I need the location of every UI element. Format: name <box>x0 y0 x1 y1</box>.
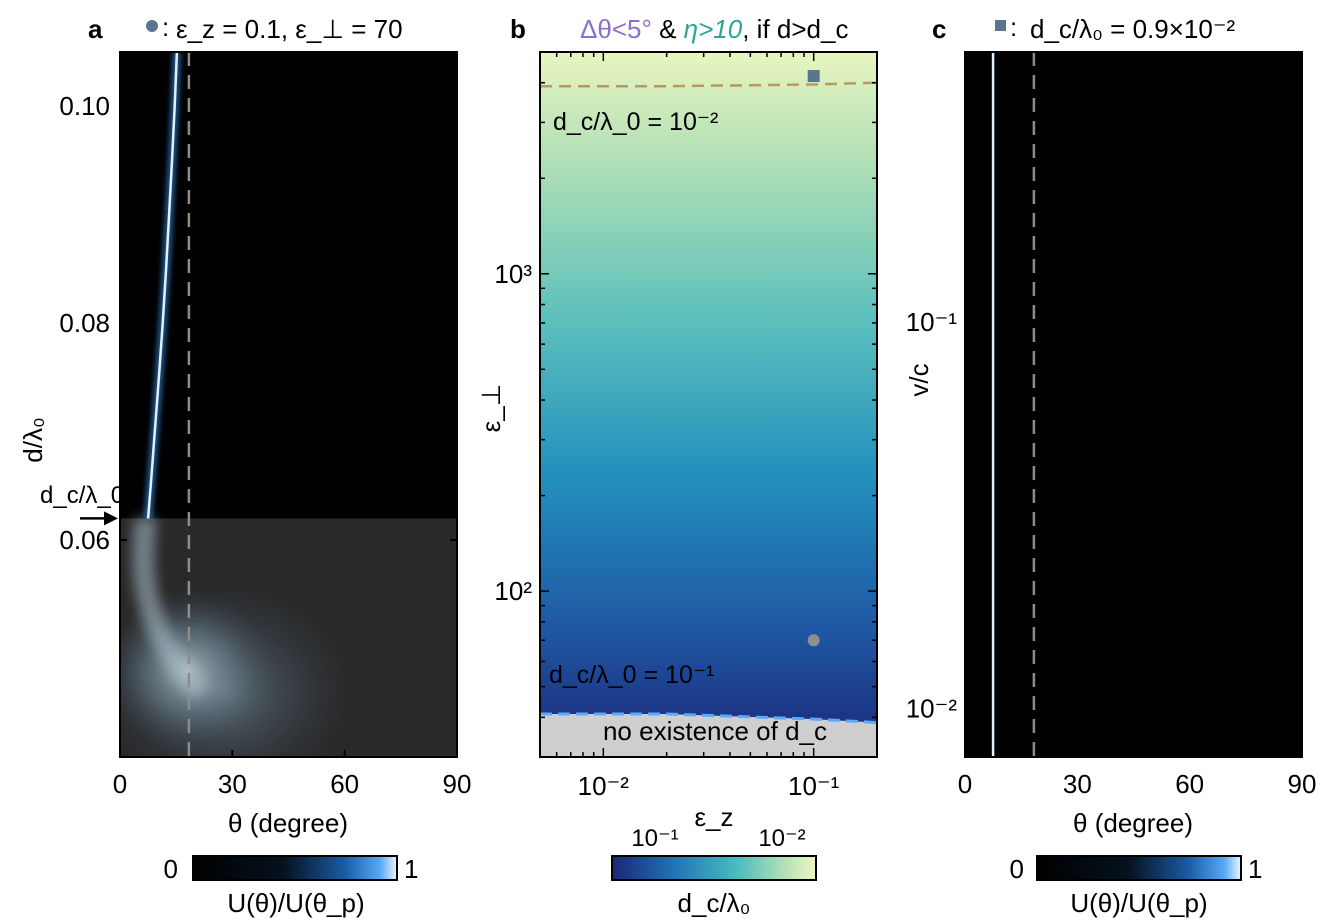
panel-b-xlabel: ε_z <box>694 802 733 832</box>
panel-b-axes: 10⁻² 10⁻¹ 10² 10³ <box>494 51 878 801</box>
panel-c-axes: 0 30 60 90 10⁻² 10⁻¹ <box>906 51 1317 799</box>
panel-c-letter: c <box>932 14 946 44</box>
panel-a: a : ε_z = 0.1, ε_⊥ = 70 0 30 60 900.060.080… <box>18 12 471 918</box>
panel-c-ytick-label-1: 10⁻¹ <box>906 307 958 337</box>
panel-b-field <box>540 52 877 757</box>
panel-b-markers <box>807 70 820 647</box>
panel-c-annotation-2: ε_⊥ = 3 × 10³ <box>1136 714 1296 744</box>
panel-b-contour-lower <box>540 712 877 725</box>
panel-b-contour-upper-label: d_c/λ_0 = 10⁻² <box>553 108 718 136</box>
panel-b-header: Δθ<5° & η>10, if d>d_c <box>580 14 848 44</box>
panel-c-colorbar-max: 1 <box>1248 854 1262 884</box>
panel-b-header-part-2: η>10 <box>684 14 743 44</box>
panel-a-glow-tail <box>132 516 211 700</box>
panel-a-ytick-label-1: 0.08 <box>59 308 110 338</box>
panel-c-colorbar <box>1036 855 1242 881</box>
panel-b-ytick-label-0: 10² <box>494 576 532 606</box>
panel-c-frame <box>964 51 1303 758</box>
panel-a-letter: a <box>88 14 103 44</box>
panel-b-header-part-1: & <box>652 14 684 44</box>
panel-c-header: d_c/λ₀ = 0.9×10⁻² <box>1030 14 1236 44</box>
panel-c-xlabel: θ (degree) <box>1073 808 1193 838</box>
panel-b-frame <box>539 51 878 758</box>
panel-a-axes: 0 30 60 90 0.06 0.08 0.10 <box>59 52 471 799</box>
panel-c-xtick-label-0: 0 <box>958 769 972 799</box>
panel-a-colorbar-label: U(θ)/U(θ_p) <box>227 888 364 918</box>
panel-b-contour-upper <box>540 81 877 88</box>
panel-b-ytick-label-1: 10³ <box>494 259 532 289</box>
panel-c-xtick-label-2: 60 <box>1175 769 1204 799</box>
panel-c-ylabel: v/c <box>904 363 934 396</box>
panel-a-peak-curve <box>146 52 179 519</box>
panel-b-no-existence-region <box>540 714 877 757</box>
panel-a-xtick-label-3: 90 <box>443 769 472 799</box>
panel-a-critical-label: d_c/λ_0 <box>40 482 124 509</box>
panel-a-ytick-label-2: 0.10 <box>59 91 110 121</box>
panel-a-header-marker <box>146 20 158 32</box>
panel-b-colorbar-left: 10⁻¹ <box>631 825 678 852</box>
panel-b-contour-lower-label: d_c/λ_0 = 10⁻¹ <box>549 661 714 689</box>
panel-c-header-colon: : <box>1010 12 1017 42</box>
panel-a-xlabel: θ (degree) <box>228 808 348 838</box>
panel-b-colorbar-right: 10⁻² <box>758 825 805 852</box>
panel-b: b Δθ<5° & η>10, if d>d_c 10⁻² 10⁻¹10²10³ … <box>476 14 878 918</box>
panel-b-marker-circle <box>807 634 820 647</box>
panel-c: c : d_c/λ₀ = 0.9×10⁻² 0 30 60 90 10⁻² 10⁻¹ θ_… <box>904 12 1316 918</box>
panel-b-ylabel: ε_⊥ <box>476 384 506 433</box>
panel-a-header: ε_z = 0.1, ε_⊥ = 70 <box>176 14 403 44</box>
panel-a-colorbar-min: 0 <box>164 854 178 884</box>
panel-a-field <box>120 52 355 757</box>
panel-a-xtick-label-1: 30 <box>218 769 247 799</box>
panel-c-header-marker <box>995 20 1006 31</box>
panel-b-letter: b <box>510 14 526 44</box>
panel-b-xtick-label-0: 10⁻² <box>578 771 630 801</box>
panel-c-cutoff-label: θ_c = arcsin(√ε_z) <box>1060 267 1088 470</box>
panel-b-header-part-3: , if d>d_c <box>742 14 848 44</box>
panel-a-xtick-label-0: 0 <box>113 769 127 799</box>
panel-c-xtick-label-1: 30 <box>1063 769 1092 799</box>
panel-c-plot-bg <box>965 52 1302 757</box>
panel-a-colorbar <box>192 855 398 881</box>
panel-a-critical-arrow <box>80 511 118 526</box>
panel-c-annotation-1: ε_z = 1 × 10⁻¹ <box>1132 676 1296 706</box>
panel-b-colorbar-label: d_c/λ₀ <box>678 888 751 918</box>
panel-c-colorbar-label: U(θ)/U(θ_p) <box>1070 888 1207 918</box>
panel-b-xtick-label-1: 10⁻¹ <box>788 771 840 801</box>
panel-a-colorbar-max: 1 <box>404 854 418 884</box>
panel-c-colorbar-min: 0 <box>1010 854 1024 884</box>
panel-b-region-label: no existence of d_c <box>603 716 827 746</box>
panel-a-ytick-label-0: 0.06 <box>59 525 110 555</box>
panel-b-header-part-0: Δθ<5° <box>580 14 652 44</box>
panel-a-frame <box>119 51 458 758</box>
panel-c-xtick-label-3: 90 <box>1288 769 1317 799</box>
panel-a-subcritical-shade <box>120 518 457 757</box>
panel-c-ytick-label-0: 10⁻² <box>906 694 958 724</box>
panel-c-annotation-0: d = d_c <box>1210 640 1296 670</box>
panel-b-colorbar <box>611 855 817 881</box>
panel-a-cutoff-label: θ_c = arcsin(√ε_z) <box>207 267 235 470</box>
panel-a-xtick-label-2: 60 <box>330 769 359 799</box>
panel-b-marker-square <box>807 70 820 83</box>
panel-a-header-colon: : <box>162 12 169 42</box>
panel-a-ylabel: d/λ₀ <box>18 417 48 462</box>
